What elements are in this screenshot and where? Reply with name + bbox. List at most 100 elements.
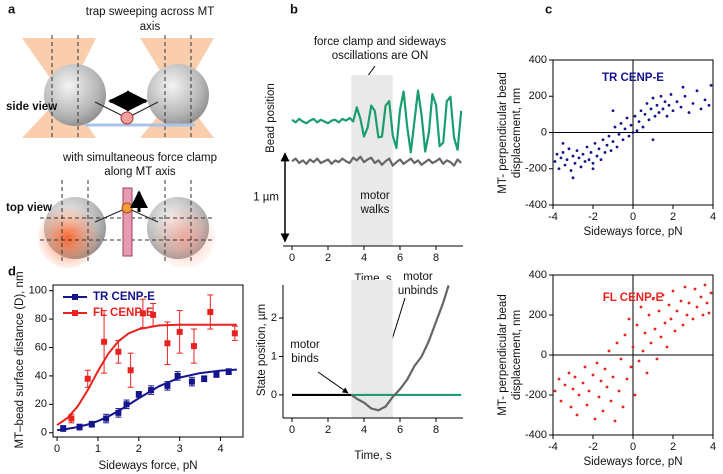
data-point: [569, 405, 573, 409]
link: [126, 207, 159, 223]
data-point: [629, 365, 633, 369]
data-point: [579, 165, 583, 169]
legend-marker: [72, 310, 78, 316]
x-tick-label: 6: [397, 424, 403, 436]
data-point: [623, 333, 627, 337]
data-point: [679, 105, 683, 109]
data-point: [595, 361, 599, 365]
data-point: [577, 156, 581, 160]
data-point: [681, 85, 685, 89]
legend-label: TR CENP-E: [93, 291, 155, 303]
data-point: [563, 163, 567, 167]
x-tick-label: 4: [710, 441, 716, 453]
y-axis-label: Bead position: [265, 83, 277, 153]
y-tick-label: 400: [529, 269, 547, 281]
data-point: [621, 138, 625, 142]
data-point: [611, 375, 615, 379]
data-point: [631, 131, 635, 134]
x-tick-label: 0: [289, 424, 295, 436]
data-point: [611, 109, 615, 113]
data-point: [665, 345, 669, 349]
bead: [44, 64, 106, 126]
data-point: [699, 107, 703, 111]
trap-glow: [155, 208, 215, 268]
x-axis-label: Sideways force, pN: [98, 460, 197, 472]
data-marker: [174, 372, 181, 379]
data-point: [633, 114, 637, 118]
caption: along MT axis: [104, 166, 176, 178]
data-point: [675, 100, 679, 104]
data-point: [597, 147, 601, 151]
data-marker: [164, 382, 171, 389]
data-point: [695, 305, 699, 309]
data-marker: [88, 421, 95, 428]
data-point: [647, 118, 651, 122]
x-axis-label: Time, s: [354, 450, 392, 462]
data-point: [699, 295, 703, 299]
y-axis-label: State position, µm: [256, 304, 268, 396]
data-point: [679, 299, 683, 303]
x-tick-label: -2: [588, 211, 598, 223]
y-tick-label: 200: [529, 90, 547, 102]
x-tick-label: 2: [670, 211, 676, 223]
data-point: [591, 161, 595, 165]
data-point: [591, 167, 595, 171]
data-point: [619, 122, 623, 125]
chart-title: TR CENP-E: [602, 72, 664, 84]
data-point: [637, 359, 641, 363]
data-point: [565, 158, 569, 162]
y-tick-label: -200: [525, 163, 547, 175]
data-marker: [115, 409, 122, 416]
caption: trap sweeping across MT: [86, 6, 214, 18]
data-point: [593, 141, 597, 145]
data-point: [583, 365, 587, 369]
data-point: [555, 152, 559, 156]
data-point: [623, 127, 627, 131]
data-point: [687, 301, 691, 305]
data-point: [625, 377, 629, 381]
data-line: [350, 285, 450, 412]
data-point: [685, 313, 689, 317]
view-label: side view: [6, 101, 57, 113]
data-marker: [190, 343, 197, 350]
data-point: [599, 379, 603, 383]
data-marker: [225, 368, 232, 375]
data-point: [669, 317, 673, 321]
data-point: [615, 341, 619, 345]
data-point: [671, 289, 675, 293]
x-tick-label: 4: [710, 211, 716, 223]
diagram: a trap sweeping across MT axis side view…: [6, 1, 217, 268]
annotation: binds: [291, 353, 319, 365]
y-tick-label: 100: [29, 285, 47, 297]
data-point: [659, 335, 663, 339]
data-point: [663, 100, 667, 104]
data-point: [563, 383, 567, 387]
x-axis-label: Sideways force, pN: [583, 456, 682, 468]
data-point: [581, 152, 585, 156]
data-point: [605, 385, 609, 389]
data-marker: [164, 340, 171, 347]
data-marker: [76, 424, 83, 431]
data-point: [649, 341, 653, 345]
data-point: [569, 169, 573, 172]
trap-lines: [51, 35, 192, 140]
data-point: [573, 375, 577, 379]
annotation: motor: [290, 339, 320, 351]
x-tick-label: 0: [630, 441, 636, 453]
x-tick-label: 4: [361, 424, 367, 436]
data-point: [607, 134, 611, 138]
data-point: [575, 413, 579, 417]
annotation: walks: [360, 204, 390, 216]
data-point: [601, 409, 605, 413]
annotation: force clamp and sideways: [314, 36, 447, 48]
data-point: [567, 147, 571, 151]
y-axis-label: MT–bead surface distance (D), nm: [14, 271, 26, 448]
annotation: unbinds: [398, 285, 439, 297]
x-tick-label: 1: [95, 443, 101, 455]
y-tick-label: 60: [35, 341, 47, 353]
data-point: [657, 309, 661, 313]
data-marker: [123, 401, 130, 408]
data-point: [627, 134, 631, 138]
data-line: [291, 89, 463, 154]
